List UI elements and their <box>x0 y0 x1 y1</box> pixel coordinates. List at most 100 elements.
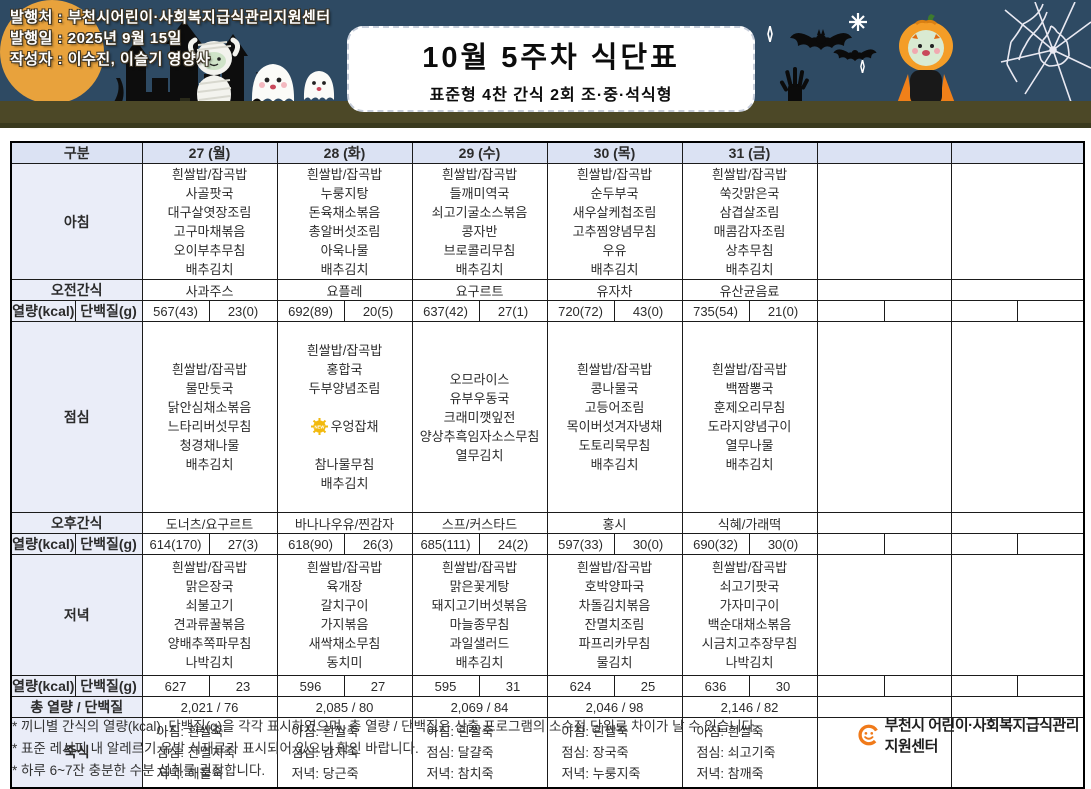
page-title: 10월 5주차 식단표 <box>422 41 680 74</box>
date-header-empty <box>816 141 952 164</box>
title-box: 10월 5주차 식단표 표준형 4찬 간식 2회 조·중·석식형 <box>347 26 755 112</box>
kcal-value: 597(33) <box>546 533 615 555</box>
empty-cell <box>816 279 952 301</box>
empty-cell <box>950 163 1085 280</box>
svg-text:NEW: NEW <box>314 424 324 429</box>
protein-value: 31 <box>478 675 548 697</box>
lunch-items: 참나물무침 배추김치 <box>314 457 375 491</box>
footnote: * 하루 6~7잔 충분한 수분 섭취를 권장합니다. <box>12 763 266 778</box>
protein-value: 30(0) <box>748 533 818 555</box>
empty-cell <box>816 300 885 322</box>
porridge-cell: 아침: 흰쌀죽 점심: 장국죽 저녁: 누룽지죽 <box>546 717 683 788</box>
kcal-value: 636 <box>681 675 750 697</box>
empty-cell <box>950 533 1018 555</box>
breakfast-cell: 흰쌀밥/잡곡밥 누룽지탕 돈육채소볶음 총알버섯조림 아욱나물 배추김치 <box>276 163 413 280</box>
total-cell: 2,085 / 80 <box>276 696 413 718</box>
row-label-am-snack: 오전간식 <box>10 279 143 301</box>
empty-cell <box>950 675 1018 697</box>
protein-value: 23(0) <box>208 300 278 322</box>
lunch-items: 흰쌀밥/잡곡밥 홍합국 두부양념조림 <box>306 343 383 396</box>
kcal-value: 567(43) <box>141 300 210 322</box>
empty-cell <box>1016 675 1085 697</box>
kcal-value: 618(90) <box>276 533 345 555</box>
porridge-row: 죽식 아침: 흰쌀죽 점심: 잔멸치죽 저녁: 해물죽 아침: 흰쌀죽 점심: … <box>10 717 1085 788</box>
row-label-total: 총 열량 / 단백질 <box>10 696 143 718</box>
kcal-value: 720(72) <box>546 300 615 322</box>
kcal-row-1: 열량(kcal) 단백질(g) 567(43) 23(0) 692(89) 20… <box>10 300 1085 322</box>
sparkle-icon <box>860 60 865 73</box>
kcal-row-3: 열량(kcal) 단백질(g) 627 23 596 27 595 31 624… <box>10 675 1085 697</box>
author-line: 작성자 : 이수진, 이슬기 영양사 <box>10 51 211 68</box>
date-header: 27 (월) <box>141 141 278 164</box>
kcal-label: 열량(kcal) <box>10 675 76 697</box>
spider-web-icon <box>1000 2 1091 102</box>
lunch-cell: 흰쌀밥/잡곡밥 백짬뽕국 훈제오리무침 도라지양념구이 열무나물 배추김치 <box>681 321 818 513</box>
kcal-value: 595 <box>411 675 480 697</box>
kcal-value: 685(111) <box>411 533 480 555</box>
total-cell: 2,069 / 84 <box>411 696 548 718</box>
porridge-cell: 아침: 흰쌀죽 점심: 쇠고기죽 저녁: 참깨죽 <box>681 717 818 788</box>
lunch-new-item: NEW 우엉잡채 <box>278 417 411 436</box>
breakfast-cell: 흰쌀밥/잡곡밥 쑥갓맑은국 삼겹살조림 매콤감자조림 상추무침 배추김치 <box>681 163 818 280</box>
sparkle-icon <box>767 26 773 42</box>
empty-cell <box>950 300 1018 322</box>
empty-cell <box>950 321 1085 513</box>
pm-snack-cell: 식혜/가래떡 <box>681 512 818 534</box>
mummy-character-icon <box>187 37 241 114</box>
kcal-value: 692(89) <box>276 300 345 322</box>
pm-snack-row: 오후간식 도너츠/요구르트 바나나우유/찐감자 스프/커스타드 홍시 식혜/가래… <box>10 512 1085 534</box>
date-header-empty <box>950 141 1085 164</box>
empty-cell <box>816 512 952 534</box>
am-snack-cell: 요구르트 <box>411 279 548 301</box>
breakfast-row: 아침 흰쌀밥/잡곡밥 사골팟국 대구살엿장조림 고구마채볶음 오이부추무침 배추… <box>10 163 1085 280</box>
kcal-value: 614(170) <box>141 533 210 555</box>
protein-value: 27(1) <box>478 300 548 322</box>
table-header-row: 구분 27 (월) 28 (화) 29 (수) 30 (목) 31 (금) <box>10 141 1085 164</box>
lunch-new-text: 우엉잡채 <box>330 419 379 434</box>
dinner-cell: 흰쌀밥/잡곡밥 맑은꽃게탕 돼지고기버섯볶음 마늘종무침 과일샐러드 배추김치 <box>411 554 548 676</box>
porridge-cell: 아침: 흰쌀죽 점심: 잔멸치죽 저녁: 해물죽 <box>141 717 278 788</box>
star-sparkle-icon <box>849 13 867 31</box>
dinner-row: 저녁 흰쌀밥/잡곡밥 맑은장국 쇠불고기 견과류꿀볶음 양배추쪽파무침 나박김치… <box>10 554 1085 676</box>
dinner-cell: 흰쌀밥/잡곡밥 육개장 갈치구이 가지볶음 새싹채소무침 동치미 <box>276 554 413 676</box>
protein-value: 24(2) <box>478 533 548 555</box>
lunch-row: 점심 흰쌀밥/잡곡밥 물만둣국 닭안심채소볶음 느타리버섯무침 청경채나물 배추… <box>10 321 1085 513</box>
protein-value: 27 <box>343 675 413 697</box>
empty-cell <box>950 554 1085 676</box>
halloween-banner: 발행처 : 부천시어린이·사회복지급식관리지원센터 발행일 : 2025년 9월… <box>0 0 1091 128</box>
date-header: 28 (화) <box>276 141 413 164</box>
breakfast-cell: 흰쌀밥/잡곡밥 사골팟국 대구살엿장조림 고구마채볶음 오이부추무침 배추김치 <box>141 163 278 280</box>
kcal-label: 열량(kcal) <box>10 300 76 322</box>
empty-cell <box>883 533 952 555</box>
total-cell: 2,021 / 76 <box>141 696 278 718</box>
empty-cell <box>816 675 885 697</box>
empty-cell <box>950 696 1085 718</box>
ghost-icon <box>303 71 335 100</box>
publisher-info: 발행처 : 부천시어린이·사회복지급식관리지원센터 발행일 : 2025년 9월… <box>10 7 331 70</box>
empty-cell <box>816 533 885 555</box>
lunch-cell: 흰쌀밥/잡곡밥 홍합국 두부양념조림 NEW 우엉잡채 참나물무침 배추김치 <box>276 321 413 513</box>
footnote: * 끼니별 간식의 열량(kcal), 단백질(g)을 각각 표시하였으며, 총… <box>12 719 758 734</box>
row-label-breakfast: 아침 <box>10 163 143 280</box>
kcal-value: 596 <box>276 675 345 697</box>
empty-cell <box>816 163 952 280</box>
am-snack-cell: 유자차 <box>546 279 683 301</box>
protein-label: 단백질(g) <box>74 675 143 697</box>
am-snack-cell: 요플레 <box>276 279 413 301</box>
page-subtitle: 표준형 4찬 간식 2회 조·중·석식형 <box>429 86 673 104</box>
total-cell: 2,046 / 98 <box>546 696 683 718</box>
total-cell: 2,146 / 82 <box>681 696 818 718</box>
am-snack-row: 오전간식 사과주스 요플레 요구르트 유자차 유산균음료 <box>10 279 1085 301</box>
bat-icon <box>833 49 877 62</box>
dinner-cell: 흰쌀밥/잡곡밥 맑은장국 쇠불고기 견과류꿀볶음 양배추쪽파무침 나박김치 <box>141 554 278 676</box>
kcal-value: 637(42) <box>411 300 480 322</box>
empty-cell <box>816 554 952 676</box>
date-header: 29 (수) <box>411 141 548 164</box>
empty-cell <box>883 675 952 697</box>
center-logo: 부천시 어린이·사회복지급식관리지원센터 <box>858 714 1091 756</box>
bat-icon <box>790 29 852 50</box>
dinner-cell: 흰쌀밥/잡곡밥 호박양파국 차돌김치볶음 잔멸치조림 파프리카무침 물김치 <box>546 554 683 676</box>
pm-snack-cell: 스프/커스타드 <box>411 512 548 534</box>
empty-cell <box>816 696 952 718</box>
lunch-cell: 오므라이스 유부우동국 크래미깻잎전 양상추흑임자소스무침 열무김치 <box>411 321 548 513</box>
